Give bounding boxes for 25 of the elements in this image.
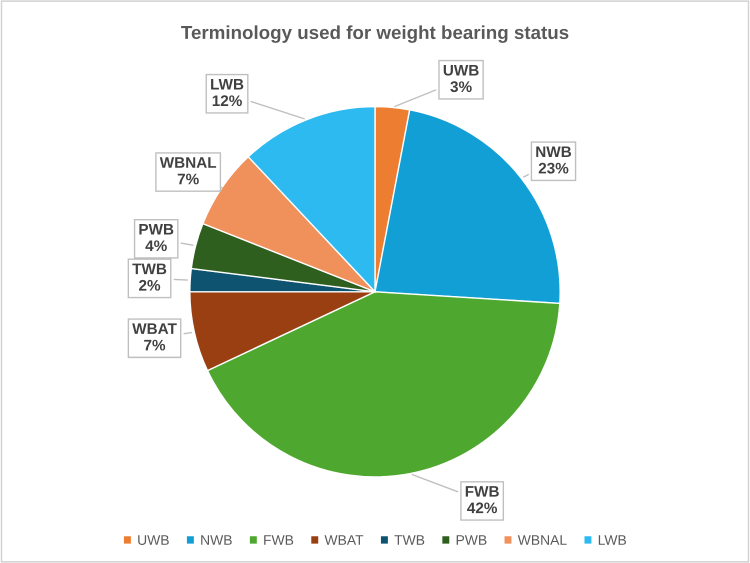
data-label: 12% [212,95,242,106]
slice-label: NWB [536,146,572,157]
slice-label: UWB [444,64,479,76]
legend-label: WBNAL [518,535,567,545]
data-label: 4% [145,240,167,252]
data-label: 7% [178,174,199,184]
slice-label: TWB [132,264,166,274]
slice-label: LWB [211,78,244,90]
slice-label: PWB [139,224,174,235]
legend-label: NWB [201,535,232,545]
slice-label: FWB [466,486,499,497]
data-label: 7% [144,340,166,351]
legend-label: PWB [456,535,486,545]
slice-label: WBNAL [160,157,216,168]
chart-title: Terminology used for weight bearing status [181,25,568,43]
data-label: 23% [538,162,568,174]
data-label: 2% [139,280,160,291]
legend-label: TWB [394,535,424,545]
data-label: 42% [467,502,498,514]
slice-label: WBAT [132,323,177,334]
legend-label: WBAT [324,535,364,545]
legend-label: FWB [264,535,294,545]
legend-label: UWB [138,535,169,545]
data-label: 3% [450,81,472,92]
legend-label: LWB [598,535,626,545]
